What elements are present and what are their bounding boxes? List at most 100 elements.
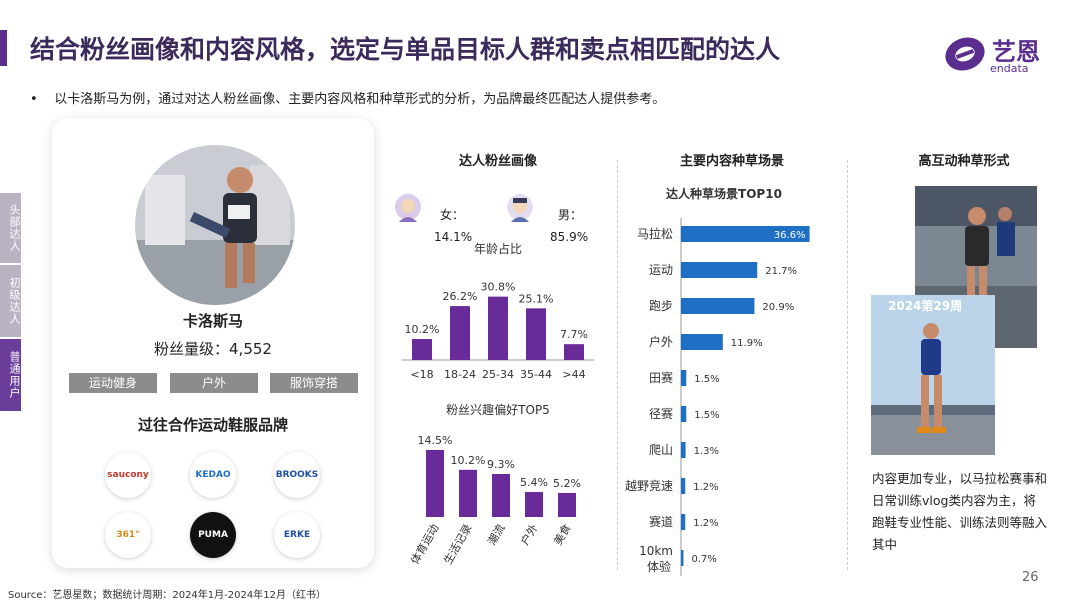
form-section-title: 高互动种草形式 <box>918 154 1010 169</box>
female-label: 女： <box>440 208 465 222</box>
scene-tick-label: 户外 <box>649 334 673 349</box>
female-percent: 14.1% <box>434 230 473 244</box>
age-bar-label: 30.8% <box>481 281 516 294</box>
brand-brooks-logo: BROOKS <box>274 452 320 498</box>
brand-erke-logo: ERKE <box>274 512 320 558</box>
divider-1 <box>617 160 618 570</box>
age-tick-label: 18-24 <box>444 368 476 381</box>
scene-tick-label: 越野竞速 <box>625 479 673 493</box>
scene-bar <box>681 262 758 278</box>
scene-bar-label: 0.7% <box>691 554 716 565</box>
source-note: Source：艺恩星数；数据统计周期：2024年1月-2024年12月（红书） <box>8 590 326 601</box>
age-chart: 年龄占比 10.2% <18 26.2% 18-24 30.8% 25-34 25.1% 35-… <box>402 241 594 381</box>
scene-bar-label: 1.5% <box>694 410 719 421</box>
interest-bar-label: 5.4% <box>520 476 548 489</box>
male-avatar-icon <box>507 194 533 222</box>
scene-bar-label: 1.2% <box>693 518 718 529</box>
tag-fashion: 服饰穿搭 <box>270 373 358 393</box>
scene-tick-label: 赛道 <box>649 514 673 529</box>
scene-bar <box>681 298 755 314</box>
interest-tick-label: 户外 <box>517 522 540 548</box>
age-bar-label: 25.1% <box>519 292 554 305</box>
interest-bar <box>426 449 444 517</box>
interest-bar-label: 14.5% <box>418 434 453 447</box>
scene-bar-label: 20.9% <box>762 302 794 313</box>
age-tick-label: 35-44 <box>520 368 552 381</box>
brand-361-logo: 361° <box>105 512 151 558</box>
scene-bar-label: 1.3% <box>694 446 719 457</box>
age-bar <box>450 306 470 360</box>
training-photo <box>871 295 995 455</box>
scene-chart-title: 达人种草场景TOP10 <box>666 186 782 201</box>
scene-tick-label: 马拉松 <box>637 226 673 241</box>
age-tick-label: 25-34 <box>482 368 514 381</box>
scene-bar-label: 21.7% <box>765 266 797 277</box>
age-chart-title: 年龄占比 <box>474 241 522 256</box>
page-title: 结合粉丝画像和内容风格，选定与单品目标人群和卖点相匹配的达人 <box>30 35 781 64</box>
interest-chart-title: 粉丝兴趣偏好TOP5 <box>446 402 550 417</box>
age-tick-label: >44 <box>562 368 585 381</box>
bullet-dot: • <box>30 92 55 107</box>
tag-fitness: 运动健身 <box>69 373 157 393</box>
scene-bar <box>681 442 686 458</box>
photo-week-overlay: 2024第29周 <box>888 299 963 313</box>
female-avatar-icon <box>395 194 421 222</box>
age-bar <box>564 344 584 360</box>
content-section-title: 主要内容种草场景 <box>679 154 784 169</box>
scene-bar-label: 11.9% <box>731 338 763 349</box>
age-tick-label: <18 <box>410 368 433 381</box>
side-tab-top-kol[interactable]: 头部达人 <box>0 193 21 263</box>
scene-tick-label: 田赛 <box>649 370 673 385</box>
logo-text-en: endata <box>990 62 1029 75</box>
scene-bar-label: 1.2% <box>693 482 718 493</box>
age-bar-label: 10.2% <box>405 323 440 336</box>
age-bar-label: 7.7% <box>560 328 588 341</box>
tag-outdoor: 户外 <box>170 373 258 393</box>
scene-tick-label: 径赛 <box>649 406 673 421</box>
age-bar-label: 26.2% <box>443 290 478 303</box>
scene-bar <box>681 334 723 350</box>
scene-bar <box>681 514 686 530</box>
side-tab-regular-user[interactable]: 普通用户 <box>0 339 21 411</box>
scene-bar <box>681 406 687 422</box>
interest-bar <box>525 492 543 517</box>
scene-bar <box>681 478 686 494</box>
divider-2 <box>847 160 848 570</box>
kol-name: 卡洛斯马 <box>182 312 243 330</box>
scene-bar <box>681 226 810 242</box>
fans-section-title: 达人粉丝画像 <box>458 154 537 169</box>
brand-puma-logo: PUMA <box>190 512 236 558</box>
age-bar <box>412 339 432 360</box>
scene-tick-label: 10km <box>639 544 673 558</box>
interest-tick-label: 美食 <box>550 522 573 548</box>
scene-bar-label: 1.5% <box>694 374 719 385</box>
endata-logo-icon <box>945 37 985 71</box>
scene-tick-label: 体验 <box>647 559 671 574</box>
fans-count: 粉丝量级：4,552 <box>154 340 272 358</box>
title-accent-bar <box>0 30 7 66</box>
scene-chart: 达人种草场景TOP10 36.6% 马拉松 21.7% 运动 20.9% 跑步 11.9% 户外… <box>625 186 810 576</box>
age-bar <box>526 308 546 360</box>
scene-bar <box>681 370 687 386</box>
brand-saucony-logo: saucony <box>105 452 151 498</box>
subtitle-text: 以卡洛斯马为例，通过对达人粉丝画像、主要内容风格和种草形式的分析，为品牌最终匹配… <box>54 92 666 107</box>
interest-bar-label: 5.2% <box>553 477 581 490</box>
interest-bar <box>558 492 576 517</box>
interest-tick-label: 生活记录 <box>440 522 474 567</box>
scene-bar <box>681 550 684 566</box>
scene-bar-label: 36.6% <box>774 230 806 241</box>
male-label: 男： <box>558 208 583 222</box>
subtitle: • 以卡洛斯马为例，通过对达人粉丝画像、主要内容风格和种草形式的分析，为品牌最终… <box>30 88 665 107</box>
interest-chart: 粉丝兴趣偏好TOP5 14.5% 体育运动 10.2% 生活记录 9.3% 潮流 5.4% 户外… <box>407 402 581 567</box>
scene-tick-label: 爬山 <box>649 443 673 457</box>
male-percent: 85.9% <box>550 230 589 244</box>
brand-kedao-logo: KEDAO <box>190 452 236 498</box>
interest-tick-label: 潮流 <box>484 522 507 548</box>
side-tab-junior-kol[interactable]: 初级达人 <box>0 265 21 337</box>
age-bar <box>488 296 508 360</box>
scene-tick-label: 运动 <box>649 263 673 277</box>
page-number: 26 <box>1022 570 1039 585</box>
logo-text-cn: 艺恩 <box>992 38 1040 66</box>
brands-title: 过往合作运动鞋服品牌 <box>137 416 288 434</box>
interest-bar-label: 9.3% <box>487 458 515 471</box>
